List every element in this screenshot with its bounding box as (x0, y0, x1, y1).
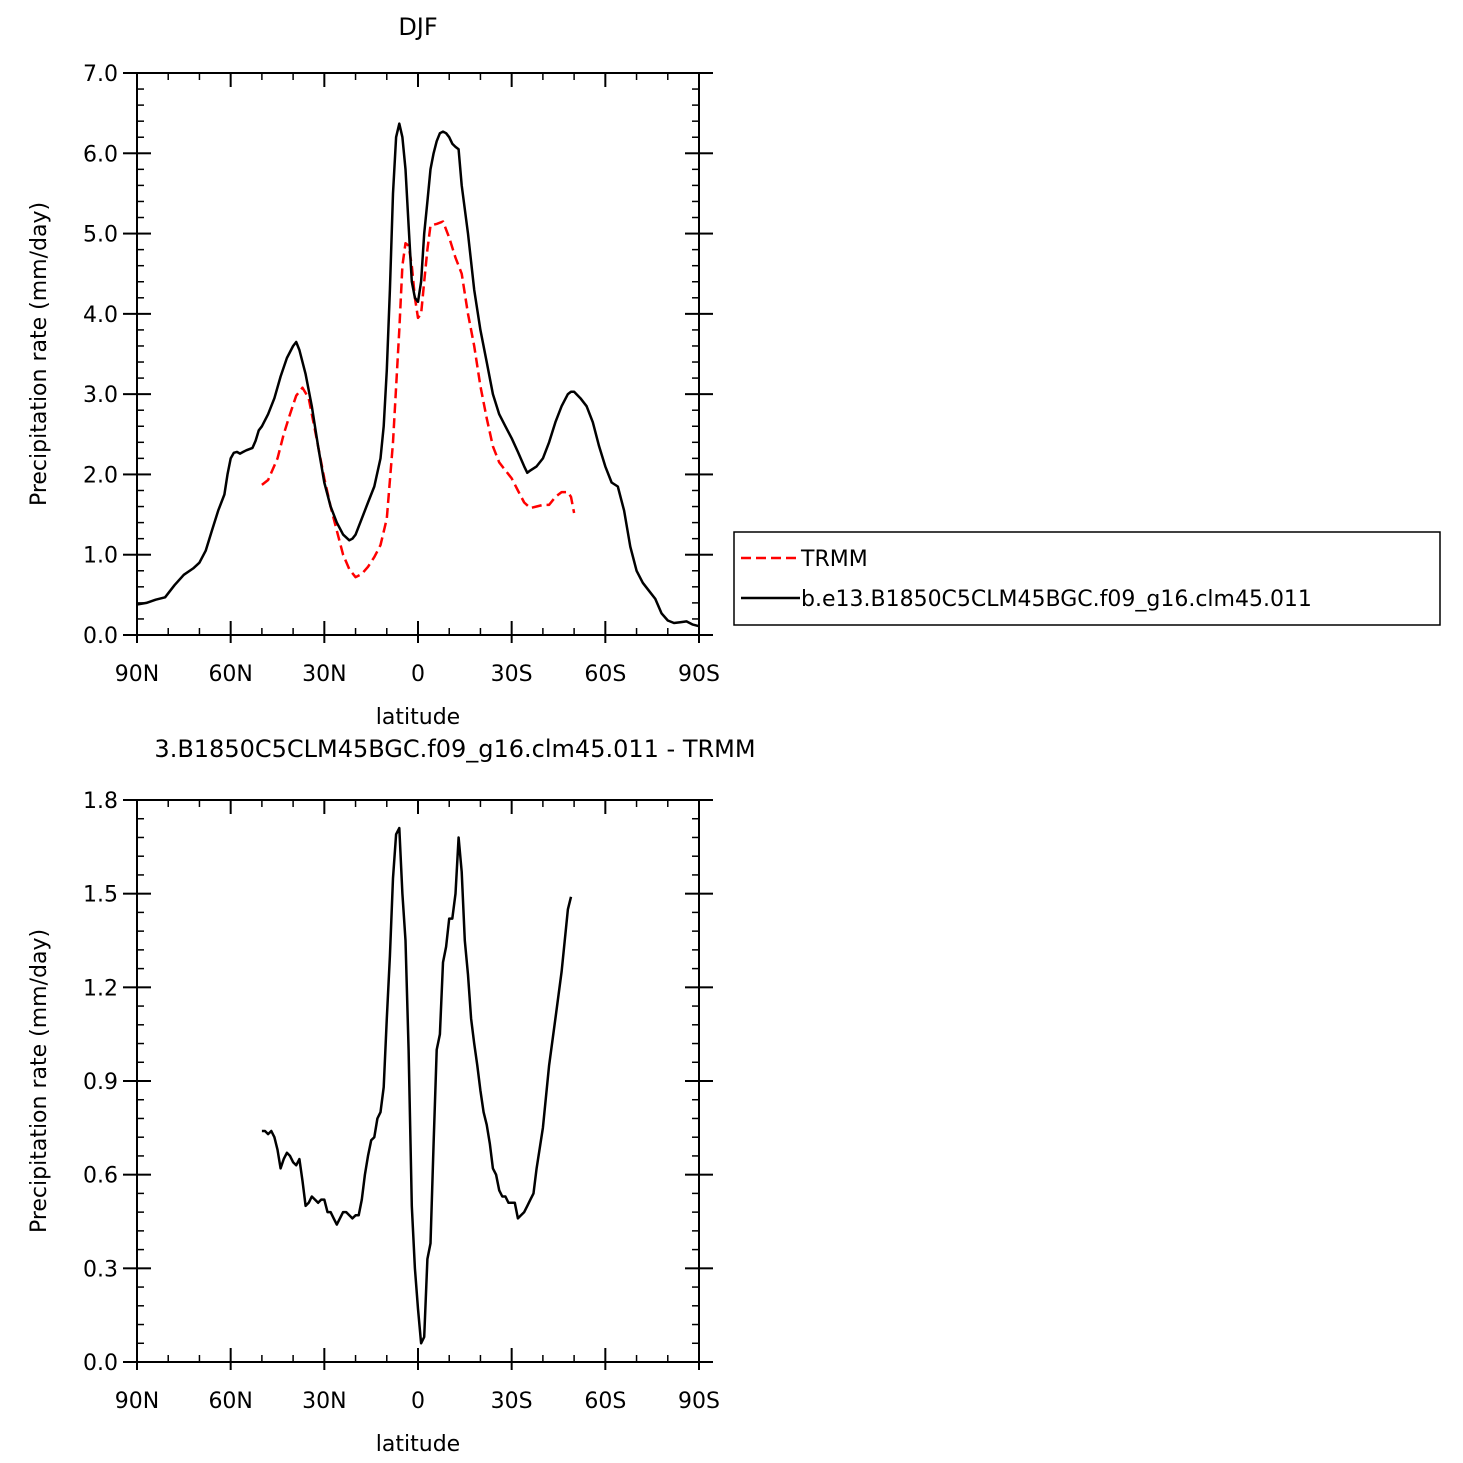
x-tick-label: 90N (115, 662, 159, 687)
y-tick-label: 0.6 (83, 1164, 118, 1189)
y-tick-label: 7.0 (83, 62, 118, 87)
panel1-x-tick-labels: 90N 60N 30N 0 30S 60S 90S (115, 662, 720, 687)
legend-label-trmm: TRMM (800, 547, 868, 572)
y-tick-label: 0.3 (83, 1257, 118, 1282)
panel2-x-axis-title: latitude (376, 1432, 460, 1457)
x-tick-label: 0 (411, 662, 425, 687)
series-line-difference (261, 826, 573, 1345)
x-tick-label: 30S (491, 662, 533, 687)
series-line-trmm (261, 220, 576, 579)
x-tick-label: 30N (302, 662, 346, 687)
y-tick-label: 0.0 (83, 1351, 118, 1376)
y-tick-label: 1.5 (83, 883, 118, 908)
panel1-x-axis-title: latitude (376, 705, 460, 730)
legend-label-model: b.e13.B1850C5CLM45BGC.f09_g16.clm45.011 (801, 587, 1312, 612)
legend-box (733, 531, 1441, 626)
panel2-series (261, 826, 573, 1345)
x-tick-label: 90S (678, 662, 720, 687)
panel1-y-axis-title: Precipitation rate (mm/day) (27, 202, 52, 506)
legend: TRMM b.e13.B1850C5CLM45BGC.f09_g16.clm45… (733, 531, 1441, 626)
panel1-frame (136, 72, 700, 636)
panel2-title: 3.B1850C5CLM45BGC.f09_g16.clm45.011 - TR… (154, 735, 755, 763)
y-tick-label: 1.2 (83, 976, 118, 1001)
x-tick-label: 30S (491, 1389, 533, 1414)
x-tick-label: 90N (115, 1389, 159, 1414)
y-tick-label: 1.0 (83, 544, 118, 569)
y-tick-label: 1.8 (83, 789, 118, 814)
y-tick-label: 0.0 (83, 624, 118, 649)
series-line-b-e13-b1850c5clm45bgc-f09-g16-clm45-011 (136, 122, 700, 628)
y-tick-label: 0.9 (83, 1070, 118, 1095)
panel2-y-tick-labels: 0.0 0.3 0.6 0.9 1.2 1.5 1.8 (83, 789, 118, 1376)
x-tick-label: 60N (208, 662, 252, 687)
y-tick-label: 5.0 (83, 223, 118, 248)
panel1-series (136, 122, 700, 628)
x-tick-label: 90S (678, 1389, 720, 1414)
x-tick-label: 60N (208, 1389, 252, 1414)
y-tick-label: 6.0 (83, 142, 118, 167)
panel2-x-tick-labels: 90N 60N 30N 0 30S 60S 90S (115, 1389, 720, 1414)
panel2-y-axis-title: Precipitation rate (mm/day) (27, 929, 52, 1233)
panel-difference: 3.B1850C5CLM45BGC.f09_g16.clm45.011 - TR… (27, 735, 756, 1457)
panel2-ticks (123, 799, 713, 1370)
x-tick-label: 30N (302, 1389, 346, 1414)
panel2-frame (136, 799, 700, 1363)
y-tick-label: 2.0 (83, 463, 118, 488)
x-tick-label: 60S (584, 662, 626, 687)
y-tick-label: 3.0 (83, 383, 118, 408)
panel-djf: DJF 90N 60N 30N 0 30S 60S 90S 0.0 1.0 2.0 3.0 4.0 5… (27, 13, 720, 730)
panel1-y-tick-labels: 0.0 1.0 2.0 3.0 4.0 5.0 6.0 7.0 (83, 62, 118, 649)
x-tick-label: 60S (584, 1389, 626, 1414)
x-tick-label: 0 (411, 1389, 425, 1414)
panel1-title: DJF (398, 13, 437, 41)
y-tick-label: 4.0 (83, 303, 118, 328)
